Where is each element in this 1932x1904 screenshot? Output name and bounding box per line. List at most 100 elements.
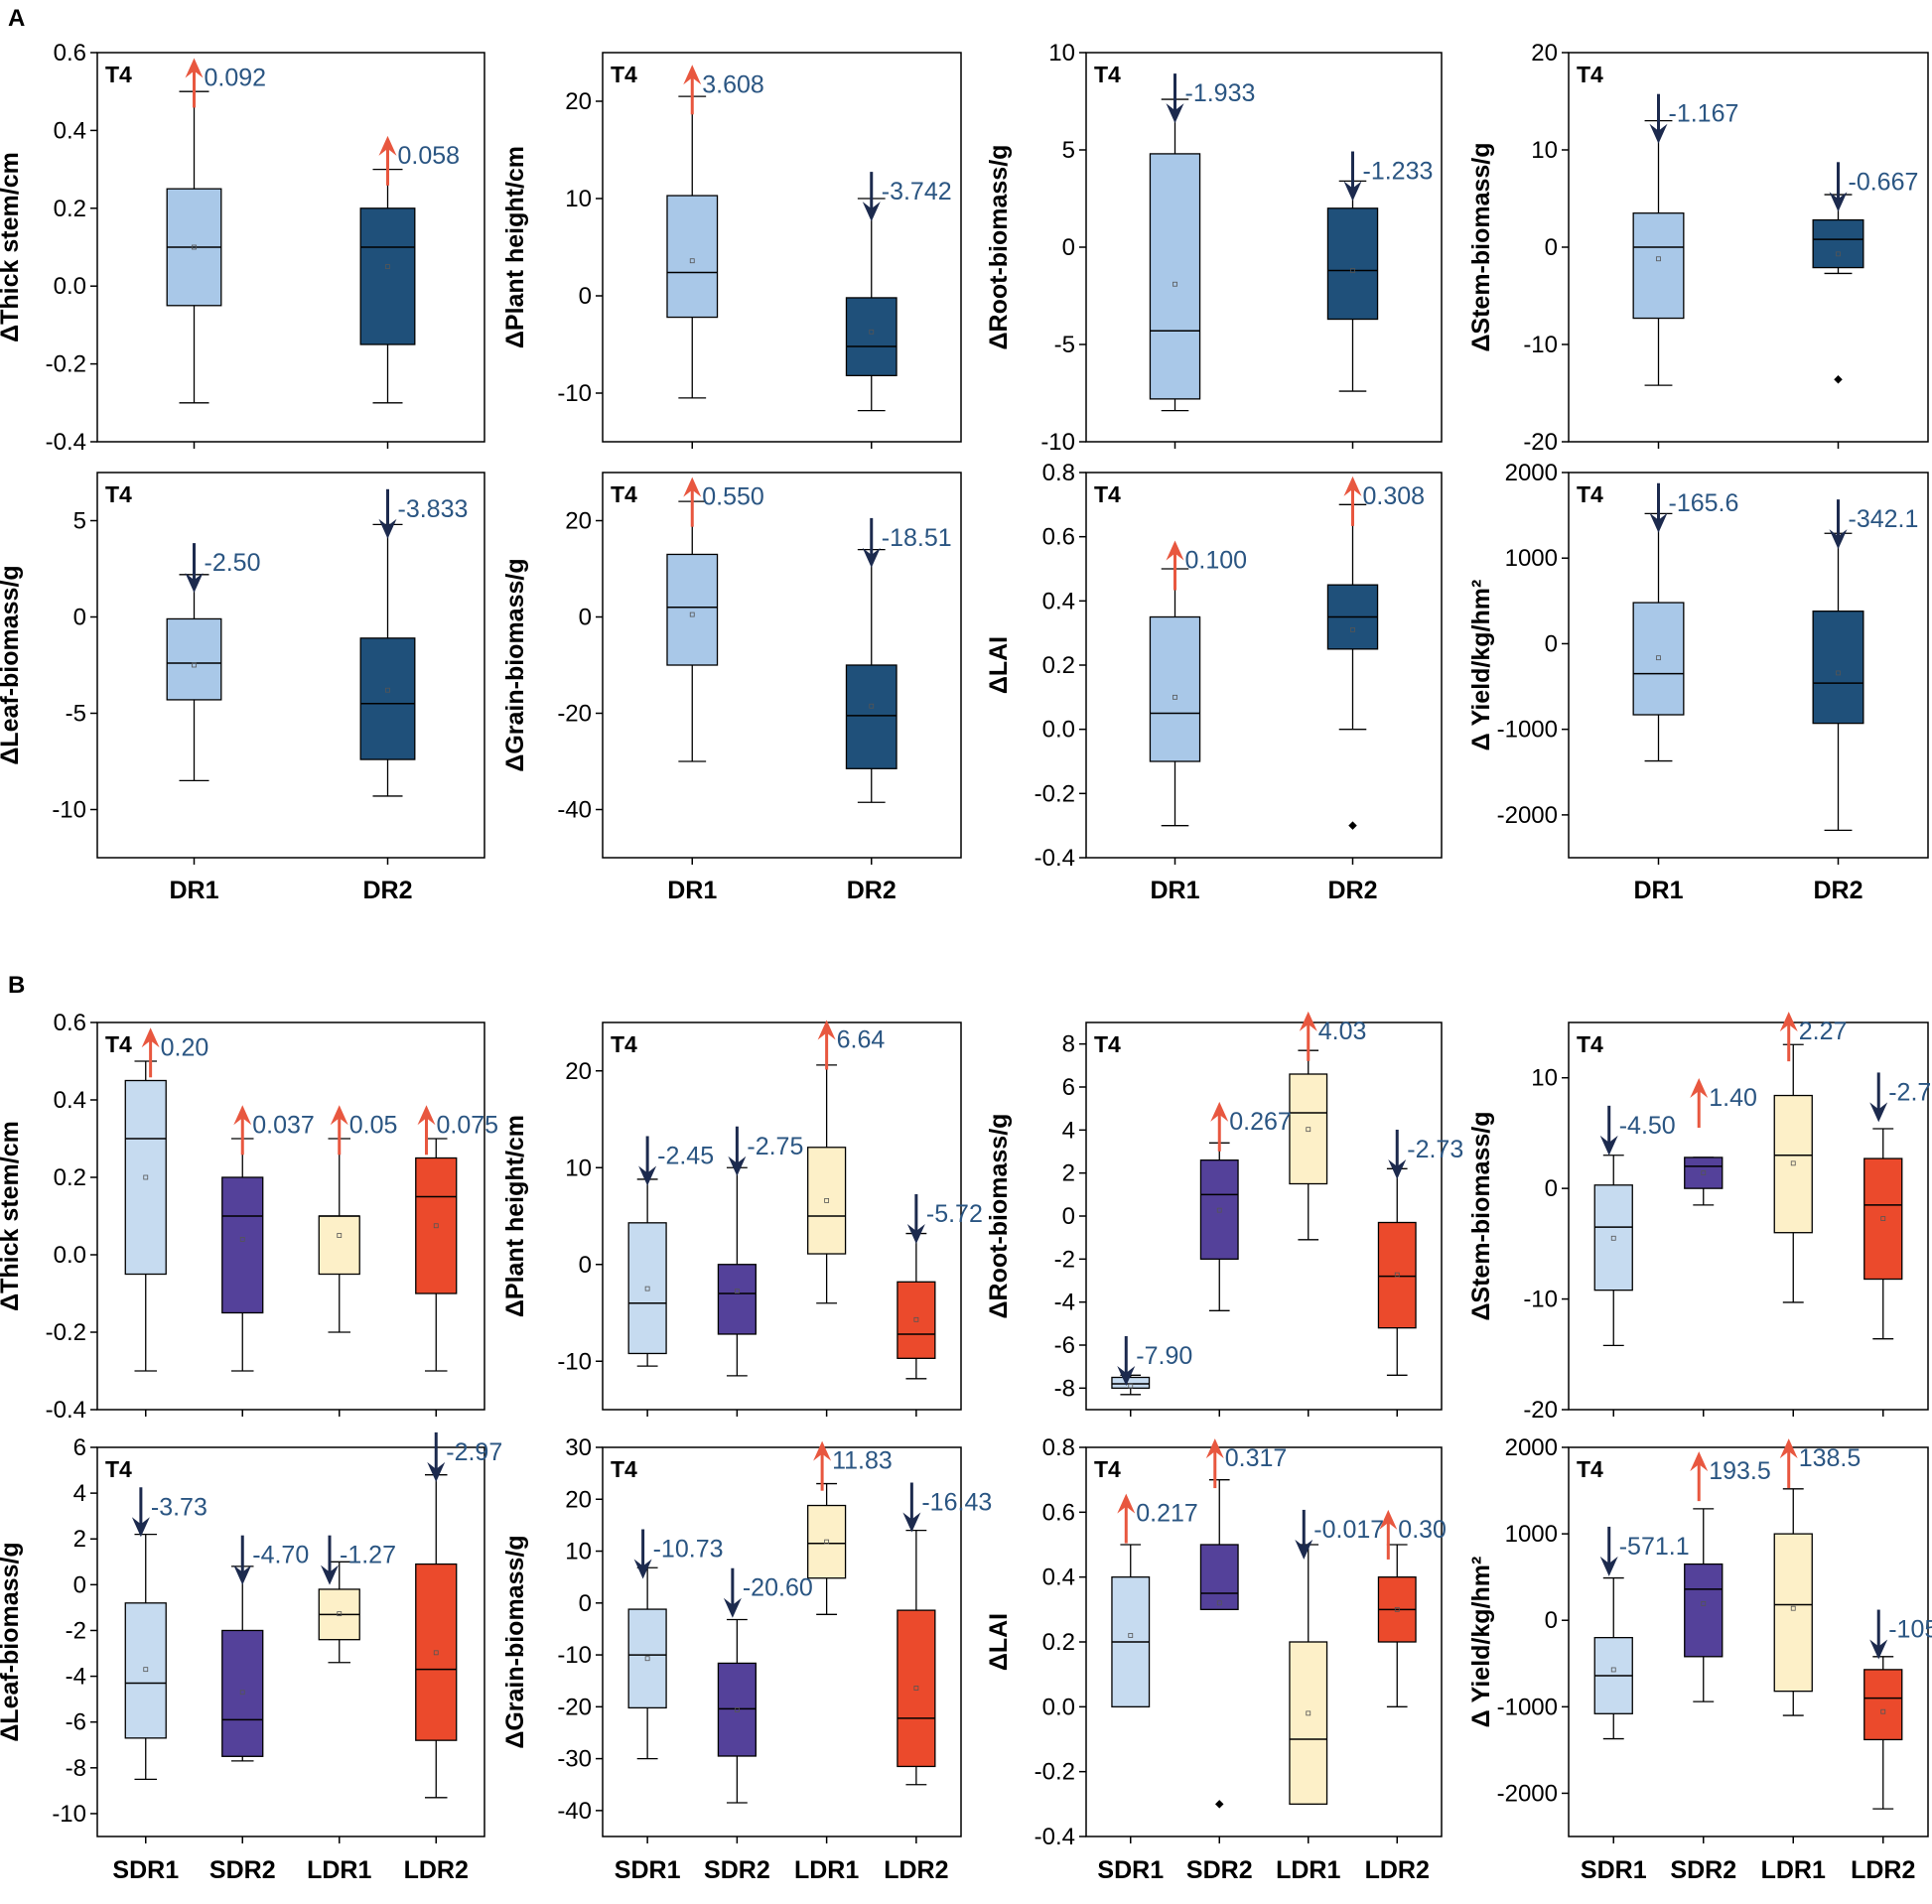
mean-marker: [1306, 1127, 1311, 1133]
box-DR2: [845, 198, 897, 412]
iqr-box: [1863, 1669, 1903, 1741]
annotation-value-0: -4.50: [1619, 1112, 1676, 1140]
annotation-arrow-2: [1295, 1509, 1313, 1560]
mean-marker: [1350, 627, 1355, 632]
y-tick-label-3: -4: [66, 1664, 86, 1691]
annotation-arrow-1-head: [1690, 1078, 1709, 1098]
category-label-SDR1: SDR1: [1581, 1856, 1647, 1884]
y-tick-label-3: 0.2: [54, 1164, 86, 1191]
annotation-arrow-3: [906, 1194, 925, 1244]
category-label-LDR2: LDR2: [1851, 1856, 1915, 1884]
annotation-arrow-1: [378, 488, 397, 539]
annotation-value-2: 0.05: [349, 1111, 398, 1139]
mean-marker: [1656, 256, 1661, 262]
iqr-box: [897, 1609, 936, 1768]
y-tick-label-3: 10: [1531, 1065, 1558, 1092]
y-tick-label-5: 0.6: [1042, 524, 1075, 551]
treatment-tag: T4: [105, 1456, 132, 1482]
plot-frame: [1085, 472, 1443, 859]
box-LDR1: [318, 1138, 360, 1333]
y-tick-label-5: 0.6: [54, 40, 86, 67]
annotation-arrow-1: [1690, 1451, 1709, 1502]
annotation-arrow-0-head: [131, 1517, 150, 1538]
iqr-box: [845, 297, 897, 377]
annotation-arrow-2: [321, 1535, 339, 1585]
y-tick-label-3: -2: [1054, 1246, 1075, 1273]
chart-8: -2000 -1000 0 1000 2000 Δ Yield/kg/hm² T4 DR1 DR…: [1467, 460, 1929, 904]
treatment-tag: T4: [1094, 481, 1121, 507]
annotation-arrow-1: [1205, 1438, 1224, 1489]
y-tick-label-2: 0: [1545, 234, 1558, 261]
y-tick-label-0: -8: [1054, 1375, 1075, 1402]
chart-1: -0.4 -0.2 0.0 0.2 0.4 0.6 ΔThick stem/cm T4 0.09…: [0, 40, 485, 456]
annotation-arrow-1-head: [862, 547, 881, 568]
annotation-value-0: -3.73: [151, 1493, 207, 1521]
annotation-value-0: 0.20: [161, 1033, 209, 1061]
y-tick-label-2: 0: [1545, 1175, 1558, 1202]
mean-marker: [239, 1690, 245, 1696]
iqr-box: [1199, 1159, 1239, 1260]
annotation-value-3: -5.72: [926, 1200, 983, 1228]
iqr-box: [1199, 1544, 1239, 1610]
iqr-box: [627, 1222, 667, 1355]
mean-marker: [1173, 281, 1177, 287]
annotation-value-2: 11.83: [832, 1447, 893, 1475]
annotation-value-2: 6.64: [837, 1026, 886, 1054]
annotation-value-0: -7.90: [1136, 1342, 1192, 1370]
annotation-arrow-2-head: [813, 1440, 832, 1461]
y-axis-label: ΔPlant height/cm: [501, 1115, 529, 1317]
annotation-arrow-1-head: [1829, 529, 1848, 550]
iqr-box: [1149, 153, 1201, 400]
annotation-arrow-0: [1599, 1105, 1618, 1156]
iqr-box: [717, 1264, 757, 1335]
mean-marker: [385, 264, 390, 270]
treatment-tag: T4: [1577, 1456, 1603, 1482]
mean-marker: [192, 244, 197, 250]
mean-marker: [734, 1289, 740, 1293]
chart-10: -10 0 10 20 ΔPlant height/cm T4 -2.45 -2.75 6.64…: [501, 1020, 983, 1417]
iqr-box: [166, 617, 222, 701]
y-tick-label-0: -10: [52, 1801, 86, 1828]
y-tick-label-0: -10: [557, 380, 592, 407]
category-label-SDR2: SDR2: [1186, 1856, 1253, 1884]
chart-6: -40 -20 0 20 ΔGrain-biomass/g T4 DR1 DR2 0.550 -1…: [501, 472, 962, 904]
annotation-arrow-1: [862, 517, 881, 568]
y-tick-label-8: 6: [73, 1434, 86, 1461]
box-DR1: [666, 500, 719, 762]
plot-frame: [96, 472, 485, 859]
category-label-LDR2: LDR2: [1365, 1856, 1430, 1884]
chart-12: -20 -10 0 10 ΔStem-biomass/g T4 -4.50 1.40 2.27 -…: [1467, 1012, 1932, 1424]
annotation-value-2: 138.5: [1799, 1444, 1862, 1472]
annotation-arrow-1: [1343, 476, 1362, 526]
y-tick-label-0: -40: [557, 1798, 592, 1825]
y-axis-label: Δ Yield/kg/hm²: [1467, 1557, 1495, 1728]
box-LDR2: [897, 1529, 936, 1786]
annotation-arrow-2: [1779, 1012, 1798, 1062]
annotation-arrow-2-head: [1295, 1539, 1313, 1560]
iqr-box: [1812, 611, 1864, 725]
annotation-arrow-2-head: [330, 1105, 348, 1126]
annotation-arrow-3-head: [1869, 1102, 1888, 1123]
mean-marker: [689, 612, 695, 617]
category-label-LDR1: LDR1: [1276, 1856, 1340, 1884]
annotation-value-1: 0.058: [398, 142, 461, 170]
mean-marker: [1701, 1601, 1707, 1606]
y-tick-label-5: 0.6: [1042, 1499, 1075, 1526]
annotation-value-0: 0.100: [1185, 547, 1248, 575]
mean-marker: [433, 1223, 439, 1229]
annotation-value-1: -20.60: [743, 1574, 813, 1602]
annotation-arrow-0-head: [1117, 1493, 1136, 1514]
annotation-value-1: -4.70: [252, 1542, 309, 1569]
panel-a-letter: A: [8, 5, 25, 32]
annotation-value-1: 0.037: [252, 1111, 315, 1139]
mean-marker: [689, 258, 695, 264]
mean-marker: [385, 687, 390, 693]
category-label-DR1: DR1: [1150, 877, 1199, 904]
mean-marker: [824, 1539, 830, 1545]
annotation-value-1: -1.233: [1363, 158, 1434, 186]
box-SDR1: [1111, 1374, 1151, 1396]
box-LDR2: [415, 1138, 458, 1372]
box-SDR2: [1199, 1479, 1239, 1809]
annotation-arrow-1: [378, 135, 397, 186]
box-DR1: [1632, 512, 1685, 762]
